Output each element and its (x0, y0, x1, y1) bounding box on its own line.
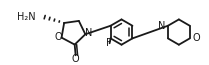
Text: N: N (85, 28, 92, 38)
Text: O: O (72, 54, 79, 64)
Text: F: F (106, 38, 111, 48)
Text: N: N (158, 21, 165, 31)
Text: O: O (193, 33, 200, 43)
Text: H₂N: H₂N (17, 12, 36, 22)
Text: O: O (55, 32, 62, 42)
